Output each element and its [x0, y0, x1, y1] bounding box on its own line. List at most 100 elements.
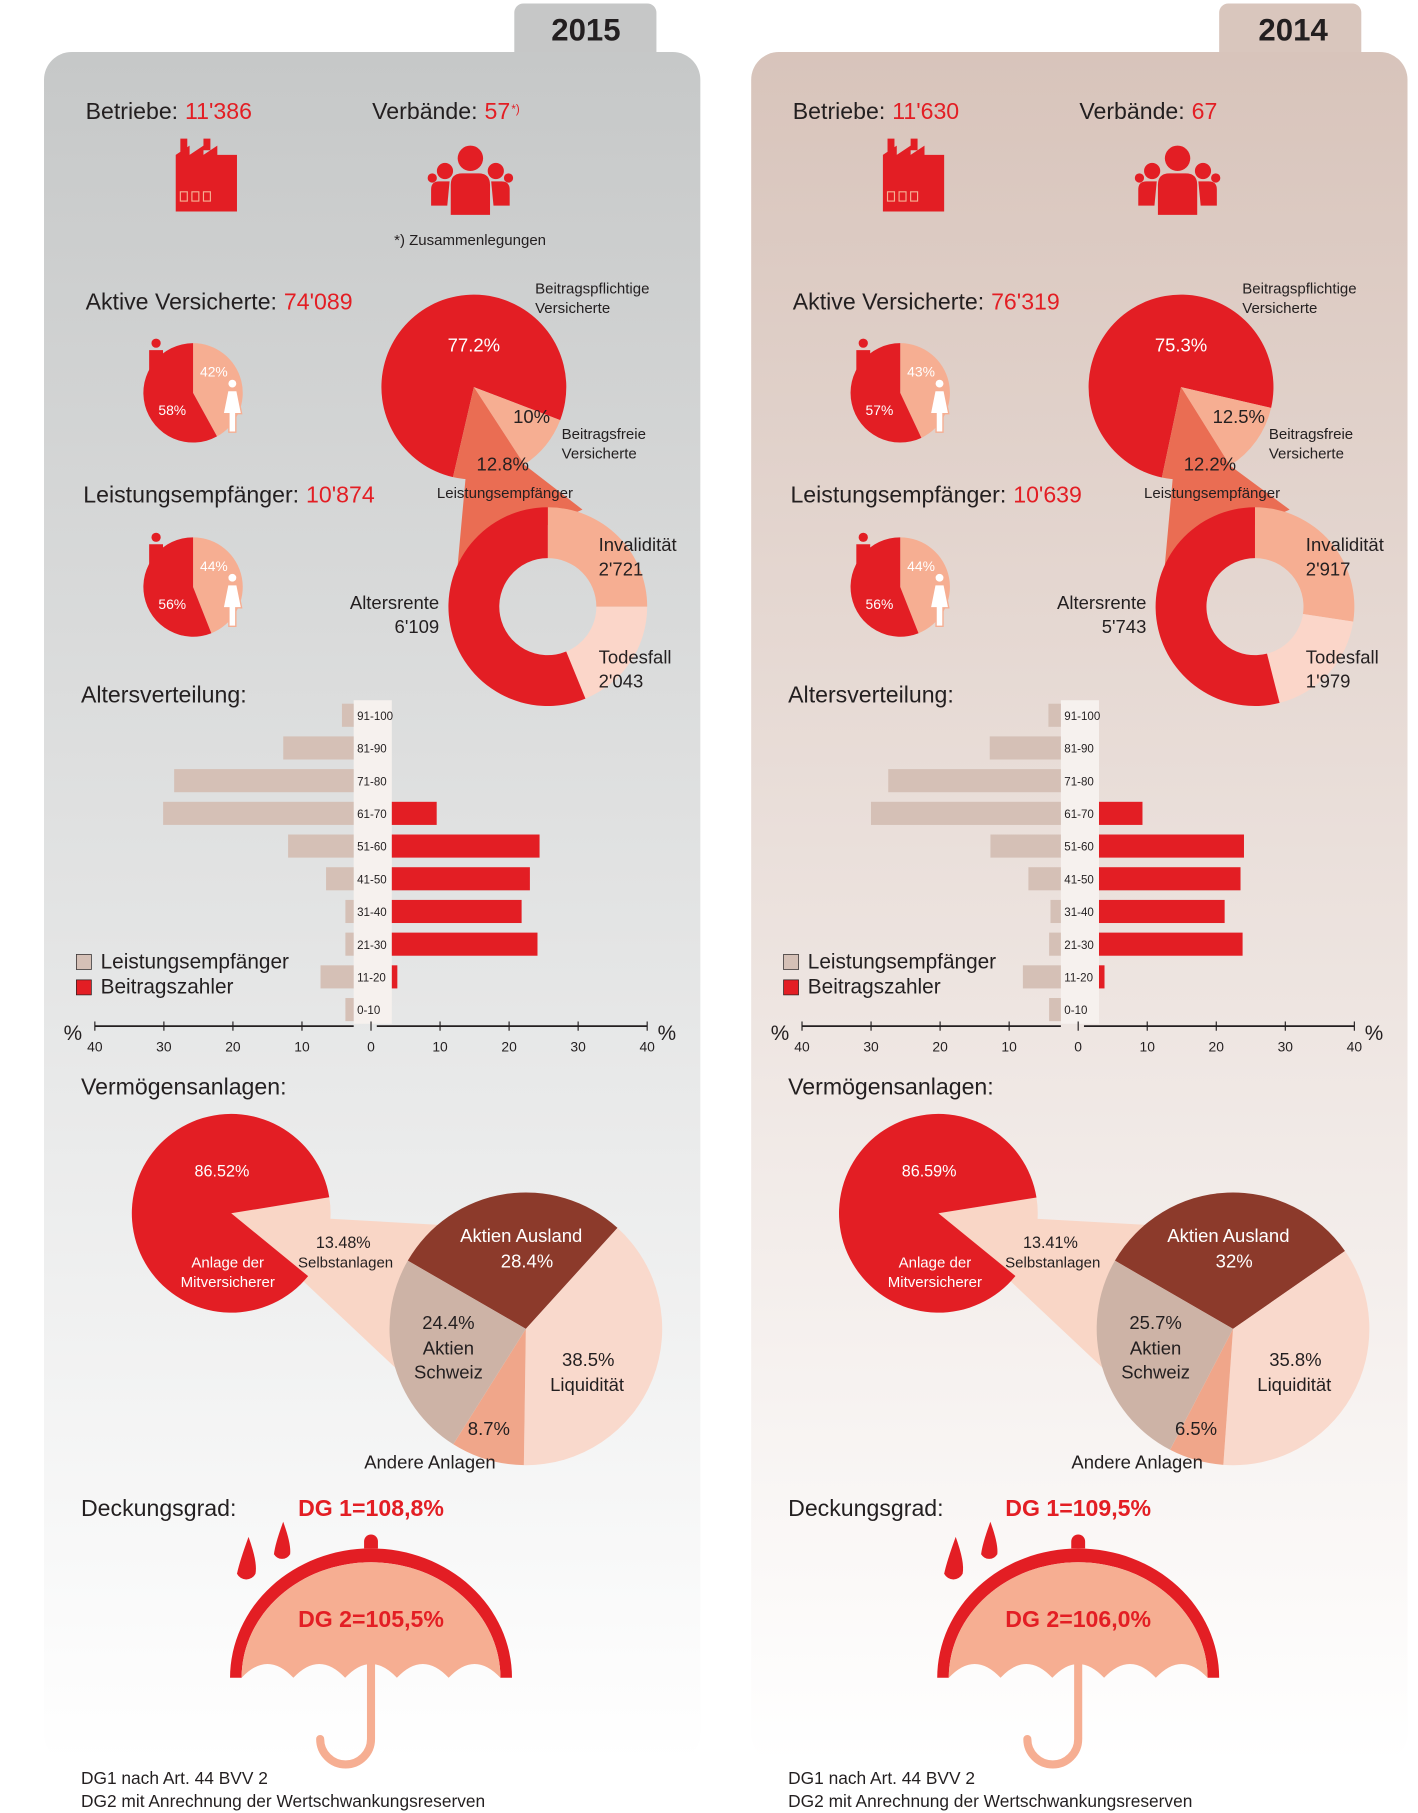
x-tick-label: 10: [1001, 1039, 1017, 1055]
bar: [392, 867, 530, 890]
category-label: 31-40: [1064, 907, 1094, 919]
value-label: 43%: [907, 364, 935, 380]
page: 2015Betriebe:11'386Verbände:57*)*) Zusam…: [0, 0, 1418, 1813]
value-label: 58%: [158, 402, 186, 418]
x-tick-label: 10: [294, 1039, 310, 1055]
category-label: Anlage der: [899, 1255, 972, 1272]
year: 2015: [551, 12, 620, 47]
value-label: 35.8%: [1269, 1349, 1321, 1370]
category-label: Leistungsempfänger: [1144, 485, 1280, 502]
category-label: Invalidität: [1306, 534, 1384, 555]
category-label: 81-90: [1064, 744, 1094, 756]
value-label: 42%: [200, 364, 228, 380]
label-part: Aktive Versicherte:: [793, 289, 984, 315]
legend-swatch: [76, 954, 91, 969]
legend-label: Beitragszahler: [808, 976, 941, 999]
note: DG1 nach Art. 44 BVV 2: [81, 1768, 268, 1788]
category-label: Mitversicherer: [888, 1274, 982, 1291]
x-tick-label: 0: [1074, 1039, 1082, 1055]
bar: [871, 802, 1061, 825]
category-label: Liquidität: [550, 1374, 624, 1395]
chart-title: Vermögensanlagen:: [81, 1073, 287, 1099]
note: DG1 nach Art. 44 BVV 2: [788, 1768, 975, 1788]
x-tick-label: 30: [1278, 1039, 1294, 1055]
section-title: Deckungsgrad:: [81, 1495, 236, 1521]
category-label: 21-30: [1064, 940, 1094, 952]
dg2: DG 2=105,5%: [298, 1606, 444, 1632]
chart-title: Altersverteilung:: [81, 682, 247, 708]
value-label: 12.2%: [1184, 453, 1236, 474]
label-part: Aktive Versicherte:: [86, 289, 277, 315]
category-label: 61-70: [1064, 809, 1094, 821]
value-label: 24.4%: [422, 1312, 474, 1333]
bar: [990, 835, 1060, 858]
aktive-versicherte: Aktive Versicherte:76'319: [793, 289, 1060, 315]
legend-label: Leistungsempfänger: [808, 950, 996, 973]
x-tick-label: 10: [432, 1039, 448, 1055]
value-label: 28.4%: [501, 1251, 553, 1272]
value-label: 44%: [907, 558, 935, 574]
value-label: 86.59%: [902, 1162, 957, 1180]
category-label: 41-50: [1064, 874, 1094, 886]
bar: [888, 769, 1061, 792]
bar: [1049, 998, 1061, 1021]
value-label: 32%: [1216, 1251, 1253, 1272]
bar: [392, 802, 437, 825]
infographic: 2015Betriebe:11'386Verbände:57*)*) Zusam…: [0, 0, 1418, 1813]
value-label: 10%: [513, 406, 550, 427]
value-label: 2'043: [599, 671, 644, 692]
label-part: 11'386: [185, 98, 252, 124]
legend-label: Beitragszahler: [101, 976, 234, 999]
note: DG2 mit Anrechnung der Wertschwankungsre…: [81, 1791, 485, 1811]
category-label: Todesfall: [1306, 646, 1379, 667]
value-label: 57%: [866, 402, 894, 418]
value-label: 77.2%: [448, 334, 500, 355]
label-part: Verbände:: [372, 98, 477, 124]
dg1: DG 1=108,8%: [298, 1495, 444, 1521]
category-label: Beitragsfreie: [1269, 426, 1353, 443]
x-tick-label: 20: [1209, 1039, 1225, 1055]
category-label: 0-10: [1064, 1005, 1087, 1017]
category-label: 71-80: [357, 776, 387, 788]
year: 2014: [1258, 12, 1328, 47]
bar: [392, 835, 540, 858]
section-title: Deckungsgrad:: [788, 1495, 943, 1521]
category-label: Beitragspflichtige: [1242, 281, 1356, 298]
bar: [1099, 835, 1244, 858]
bar: [321, 965, 354, 988]
label-part: Betriebe:: [86, 98, 179, 124]
bar: [345, 998, 353, 1021]
umbrella-tip: [364, 1535, 378, 1549]
betriebe: Betriebe:11'630: [793, 98, 959, 124]
category-label: Anlage der: [191, 1255, 264, 1272]
category-label: Selbstanlagen: [298, 1255, 393, 1272]
legend-swatch: [784, 980, 799, 995]
category-label: 51-60: [1064, 842, 1094, 854]
legend-swatch: [76, 980, 91, 995]
value-label: 13.41%: [1023, 1234, 1078, 1252]
category-label: 71-80: [1064, 776, 1094, 788]
category-label: Aktien Ausland: [460, 1225, 582, 1246]
chart-title: Altersverteilung:: [788, 682, 954, 708]
category-label: Andere Anlagen: [364, 1452, 495, 1473]
category-label: 91-100: [1064, 711, 1100, 723]
label-part: 57: [484, 98, 510, 124]
x-tick-label: 30: [863, 1039, 879, 1055]
bar: [1099, 933, 1243, 956]
category-label: 81-90: [357, 744, 387, 756]
legend-label: Leistungsempfänger: [101, 950, 289, 973]
value-label: 56%: [866, 596, 894, 612]
bar: [1049, 933, 1061, 956]
bar: [392, 965, 398, 988]
value-label: 6'109: [395, 616, 440, 637]
bar: [1048, 704, 1060, 727]
category-label: Andere Anlagen: [1071, 1452, 1202, 1473]
bar: [1023, 965, 1061, 988]
bar: [1099, 965, 1105, 988]
x-tick-label: 30: [570, 1039, 586, 1055]
category-label: Beitragsfreie: [562, 426, 646, 443]
value-label: 86.52%: [195, 1162, 250, 1180]
note: DG2 mit Anrechnung der Wertschwankungsre…: [788, 1791, 1192, 1811]
dg1: DG 1=109,5%: [1005, 1495, 1151, 1521]
value-label: 2'721: [599, 558, 644, 579]
